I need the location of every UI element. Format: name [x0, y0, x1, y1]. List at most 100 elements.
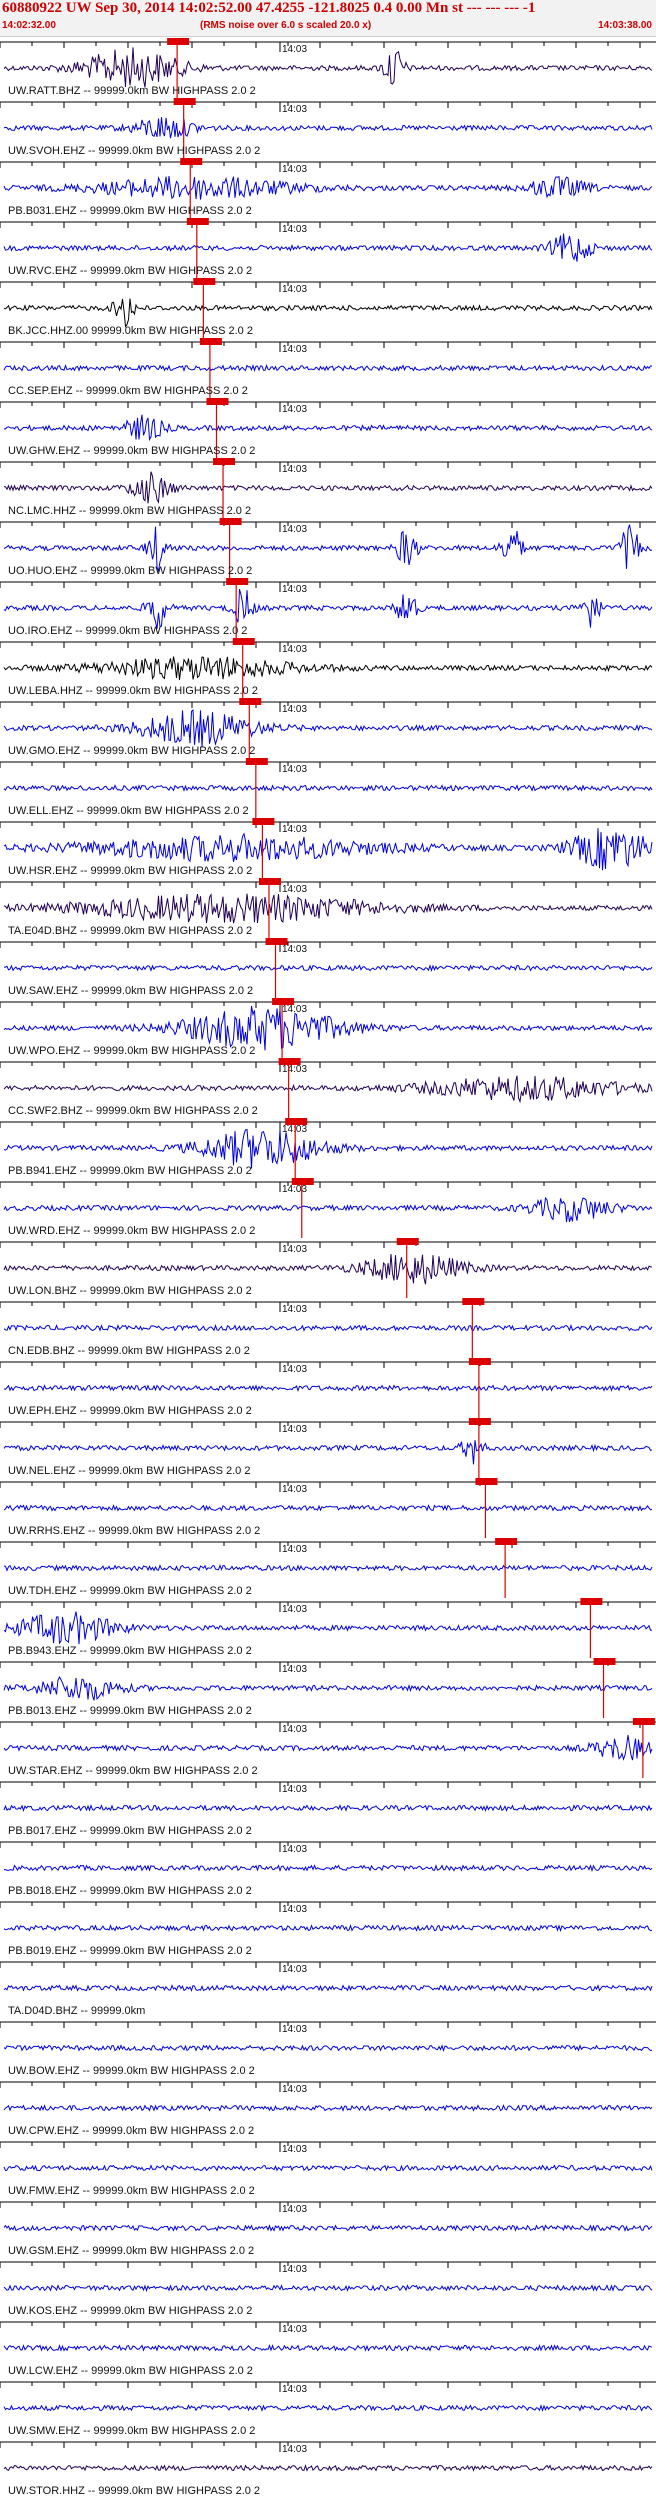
panel-time-label: 14:03 — [282, 404, 307, 415]
waveform — [3, 2463, 653, 2472]
trace-label: CN.EDB.BHZ -- 99999.0km BW HIGHPASS 2.0 … — [8, 1345, 250, 1357]
waveform — [3, 784, 653, 792]
pick-box — [462, 1298, 485, 1305]
pick-box — [593, 1658, 616, 1665]
trace-label: UW.FMW.EHZ -- 99999.0km BW HIGHPASS 2.0 … — [8, 2185, 255, 2197]
panel-time-label: 14:03 — [282, 584, 307, 595]
panel-time-label: 14:03 — [282, 1064, 307, 1075]
pick-box — [232, 638, 255, 645]
trace-panel: 14:03 TA.D04D.BHZ -- 99999.0km — [0, 1961, 656, 2017]
pick-box — [278, 1058, 301, 1065]
panel-time-label: 14:03 — [282, 1784, 307, 1795]
trace-label: UO.IRO.EHZ -- 99999.0km BW HIGHPASS 2.0 … — [8, 625, 247, 637]
panel-time-label: 14:03 — [282, 2084, 307, 2095]
trace-label: UW.ELL.EHZ -- 99999.0km BW HIGHPASS 2.0 … — [8, 805, 249, 817]
panel-time-label: 14:03 — [282, 1664, 307, 1675]
waveform — [3, 1254, 652, 1285]
waveform — [3, 233, 653, 262]
trace-panel: 14:03 UW.TDH.EHZ -- 99999.0km BW HIGHPASS… — [0, 1538, 656, 1598]
waveform — [3, 176, 653, 200]
trace-panel: 14:03 UW.BOW.EHZ -- 99999.0km BW HIGHPASS… — [0, 2021, 656, 2077]
trace-label: UW.RVC.EHZ -- 99999.0km BW HIGHPASS 2.0 … — [8, 265, 252, 277]
trace-label: UW.TDH.EHZ -- 99999.0km BW HIGHPASS 2.0 … — [8, 1585, 252, 1597]
panel-time-label: 14:03 — [282, 164, 307, 175]
panel-time-label: 14:03 — [282, 2144, 307, 2155]
panel-time-label: 14:03 — [282, 644, 307, 655]
trace-label: UW.STOR.HHZ -- 99999.0km BW HIGHPASS 2.0… — [8, 2485, 260, 2497]
panel-time-label: 14:03 — [282, 2444, 307, 2455]
trace-panel: 14:03 UW.KOS.EHZ -- 99999.0km BW HIGHPASS… — [0, 2261, 656, 2317]
trace-panel: 14:03 CC.SWF2.BHZ -- 99999.0km BW HIGHPAS… — [0, 1058, 656, 1118]
waveform — [3, 2044, 653, 2052]
trace-label: UO.HUO.EHZ -- 99999.0km BW HIGHPASS 2.0 … — [8, 565, 252, 577]
waveform — [3, 709, 653, 747]
panel-time-label: 14:03 — [282, 1964, 307, 1975]
waveform — [3, 298, 653, 328]
trace-panel: 14:03 UW.GHW.EHZ -- 99999.0km BW HIGHPASS… — [0, 398, 656, 458]
trace-panel: 14:03 UW.LON.BHZ -- 99999.0km BW HIGHPASS… — [0, 1238, 656, 1298]
trace-panel: 14:03 NC.LMC.HHZ -- 99999.0km BW HIGHPASS… — [0, 458, 656, 518]
trace-label: UW.LEBA.HHZ -- 99999.0km BW HIGHPASS 2.0… — [8, 685, 258, 697]
trace-panel: 14:03 UW.HSR.EHZ -- 99999.0km BW HIGHPASS… — [0, 818, 656, 878]
pick-box — [245, 758, 268, 765]
pick-box — [167, 38, 190, 45]
trace-panel: 14:03 PB.B013.EHZ -- 99999.0km BW HIGHPAS… — [0, 1658, 656, 1718]
pick-box — [475, 1478, 498, 1485]
trace-panel: 14:03 UW.STOR.HHZ -- 99999.0km BW HIGHPAS… — [0, 2441, 656, 2497]
panel-time-label: 14:03 — [282, 2384, 307, 2395]
trace-panel: 14:03 UW.LCW.EHZ -- 99999.0km BW HIGHPASS… — [0, 2321, 656, 2377]
trace-panel: 14:03 UW.WRD.EHZ -- 99999.0km BW HIGHPASS… — [0, 1178, 656, 1238]
trace-label: PB.B013.EHZ -- 99999.0km BW HIGHPASS 2.0… — [8, 1705, 252, 1717]
trace-panel: 14:03 UW.FMW.EHZ -- 99999.0km BW HIGHPASS… — [0, 2141, 656, 2197]
waveform — [3, 828, 653, 871]
panel-time-label: 14:03 — [282, 1304, 307, 1315]
panel-time-label: 14:03 — [282, 2264, 307, 2275]
pick-box — [495, 1538, 518, 1545]
trace-label: PB.B017.EHZ -- 99999.0km BW HIGHPASS 2.0… — [8, 1825, 252, 1837]
pick-box — [632, 1718, 655, 1725]
waveform — [3, 1504, 653, 1512]
trace-label: TA.D04D.BHZ -- 99999.0km — [8, 2005, 145, 2017]
waveform — [3, 1804, 653, 1812]
trace-panel: 14:03 CC.SEP.EHZ -- 99999.0km BW HIGHPASS… — [0, 338, 656, 398]
pick-box — [180, 158, 203, 165]
trace-label: UW.HSR.EHZ -- 99999.0km BW HIGHPASS 2.0 … — [8, 865, 252, 877]
trace-panel: 14:03 PB.B018.EHZ -- 99999.0km BW HIGHPAS… — [0, 1841, 656, 1897]
trace-label: BK.JCC.HHZ.00 99999.0km BW HIGHPASS 2.0 … — [8, 325, 253, 337]
trace-panel: 14:03 CN.EDB.BHZ -- 99999.0km BW HIGHPASS… — [0, 1298, 656, 1358]
waveform — [3, 471, 653, 504]
trace-label: UW.KOS.EHZ -- 99999.0km BW HIGHPASS 2.0 … — [8, 2305, 252, 2317]
panel-time-label: 14:03 — [282, 344, 307, 355]
trace-label: UW.BOW.EHZ -- 99999.0km BW HIGHPASS 2.0 … — [8, 2065, 255, 2077]
trace-panel: 14:03 UW.RATT.BHZ -- 99999.0km BW HIGHPAS… — [0, 38, 656, 98]
trace-label: NC.LMC.HHZ -- 99999.0km BW HIGHPASS 2.0 … — [8, 505, 251, 517]
waveform — [3, 1323, 653, 1332]
trace-label: UW.LCW.EHZ -- 99999.0km BW HIGHPASS 2.0 … — [8, 2365, 253, 2377]
panel-time-label: 14:03 — [282, 1424, 307, 1435]
trace-panel: 14:03 UW.NEL.EHZ -- 99999.0km BW HIGHPASS… — [0, 1418, 656, 1478]
trace-label: PB.B031.EHZ -- 99999.0km BW HIGHPASS 2.0… — [8, 205, 252, 217]
panel-time-label: 14:03 — [282, 704, 307, 715]
trace-panel: 14:03 PB.B019.EHZ -- 99999.0km BW HIGHPAS… — [0, 1901, 656, 1957]
panel-time-label: 14:03 — [282, 1244, 307, 1255]
pick-box — [239, 698, 262, 705]
waveform — [3, 1611, 653, 1645]
trace-panel: 14:03 UW.RRHS.EHZ -- 99999.0km BW HIGHPAS… — [0, 1478, 656, 1538]
trace-label: UW.EPH.EHZ -- 99999.0km BW HIGHPASS 2.0 … — [8, 1405, 252, 1417]
waveform — [3, 656, 653, 681]
trace-panel: 14:03 TA.E04D.BHZ -- 99999.0km BW HIGHPAS… — [0, 878, 656, 938]
pick-box — [265, 938, 288, 945]
trace-panel: 14:03 UW.ELL.EHZ -- 99999.0km BW HIGHPASS… — [0, 758, 656, 818]
trace-label: PB.B019.EHZ -- 99999.0km BW HIGHPASS 2.0… — [8, 1945, 252, 1957]
panel-time-label: 14:03 — [282, 1844, 307, 1855]
waveform — [3, 524, 653, 573]
panel-time-label: 14:03 — [282, 2324, 307, 2335]
panel-time-label: 14:03 — [282, 1364, 307, 1375]
panel-time-label: 14:03 — [282, 824, 307, 835]
pick-box — [226, 578, 249, 585]
trace-label: PB.B941.EHZ -- 99999.0km BW HIGHPASS 2.0… — [8, 1165, 252, 1177]
waveform — [3, 1564, 653, 1572]
trace-panel: 14:03 UW.STAR.EHZ -- 99999.0km BW HIGHPAS… — [0, 1718, 656, 1778]
pick-box — [396, 1238, 419, 1245]
